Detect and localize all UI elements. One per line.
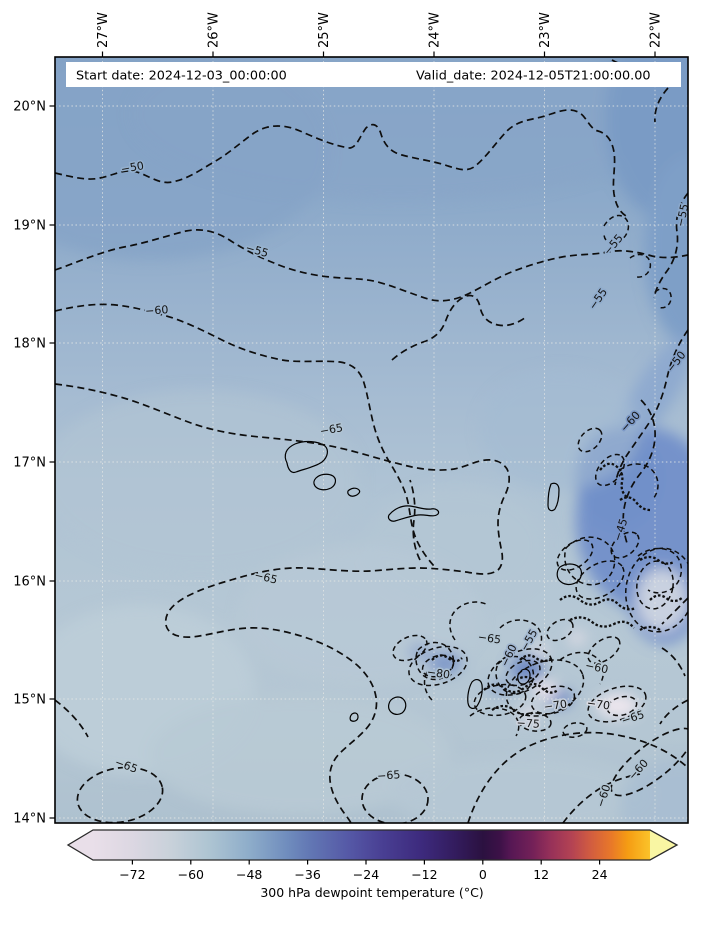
contour-labels-group: −50 −55 −60 −65 −55 −55 −55 −50 −60 −45 …: [111, 158, 688, 811]
coastlines-group: [284, 440, 583, 722]
cbar-tick-label: 24: [592, 867, 608, 882]
cbar-tick-label: −24: [353, 867, 379, 882]
filled-contour-patches: [55, 57, 688, 823]
gridlines-group: [55, 57, 688, 823]
contour-label: −80: [426, 665, 451, 681]
lat-tick-label: 16°N: [13, 575, 46, 590]
contour-label: −70: [543, 697, 568, 713]
start-date-label: Start date: 2024-12-03_00:00:00: [76, 69, 287, 84]
colorbar-title: 300 hPa dewpoint temperature (°C): [260, 885, 483, 900]
cbar-tick-label: −72: [119, 867, 145, 882]
cbar-tick-label: 0: [479, 867, 487, 882]
contour-label: −70: [586, 696, 611, 712]
map-area: −50 −55 −60 −65 −55 −55 −55 −50 −60 −45 …: [55, 57, 688, 823]
left-axis: 20°N 19°N 18°N 17°N 16°N 15°N 14°N: [13, 100, 55, 827]
lat-tick-label: 18°N: [13, 337, 46, 352]
colorbar-ticks: [131, 860, 601, 865]
plot-border: [54, 56, 689, 824]
contour-label: −65: [477, 630, 502, 646]
lon-tick-label: 26°W: [207, 12, 222, 48]
contour-label: −65: [319, 421, 344, 438]
contour-label: −75: [516, 716, 540, 731]
top-axis: 27°W 26°W 25°W 24°W 23°W 22°W: [96, 12, 664, 57]
contour-label: −50: [120, 159, 145, 176]
contour-label: −60: [145, 303, 169, 318]
lon-tick-label: 24°W: [428, 12, 443, 48]
lon-tick-label: 23°W: [538, 12, 553, 48]
colorbar-outline: [66, 829, 679, 861]
lat-tick-label: 17°N: [13, 456, 46, 471]
valid-date-label: Valid_date: 2024-12-05T21:00:00.00: [416, 69, 650, 84]
contour-label: −65: [377, 768, 401, 783]
lat-tick-label: 14°N: [13, 812, 46, 827]
cbar-tick-label: −12: [411, 867, 437, 882]
colorbar-gradient: [93, 830, 650, 860]
contours-group: [55, 59, 688, 823]
header-band: Start date: 2024-12-03_00:00:00 Valid_da…: [66, 62, 681, 87]
lon-tick-label: 27°W: [96, 12, 111, 48]
lat-tick-label: 19°N: [13, 219, 46, 234]
cbar-tick-label: −60: [178, 867, 204, 882]
cbar-tick-label: −48: [236, 867, 262, 882]
lat-tick-label: 20°N: [13, 100, 46, 115]
cbar-tick-label: 12: [533, 867, 549, 882]
lon-tick-label: 25°W: [317, 12, 332, 48]
lat-tick-label: 15°N: [13, 693, 46, 708]
colorbar: −72 −60 −48 −36 −24 −12 0 12 24 300 hPa …: [66, 829, 679, 900]
header-band-bg: [66, 62, 681, 87]
lon-tick-label: 22°W: [649, 12, 664, 48]
cbar-tick-label: −36: [294, 867, 320, 882]
colorbar-left-extend: [68, 830, 93, 860]
colorbar-right-extend: [650, 830, 677, 860]
